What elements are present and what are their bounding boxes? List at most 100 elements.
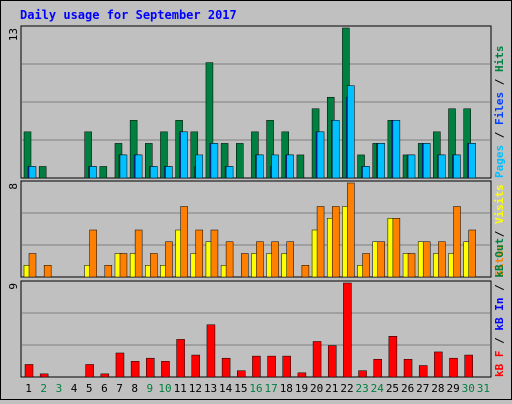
bar-pages-day-26 <box>407 154 416 179</box>
bar-kbf-day-25 <box>388 336 398 378</box>
bar-kbf-day-11 <box>176 339 185 378</box>
day-label-22: 22 <box>340 382 353 395</box>
bar-hits-day-8 <box>129 120 138 179</box>
day-label-1: 1 <box>25 382 32 395</box>
day-label-30: 30 <box>462 382 475 395</box>
bar-pages-day-10 <box>165 166 173 179</box>
y-max-label: 13 <box>7 28 20 41</box>
series-axis-label: Sites / Visits <box>493 184 506 277</box>
bar-kbf-day-19 <box>297 372 307 378</box>
bar-sites-day-11 <box>180 206 188 278</box>
day-label-11: 11 <box>174 382 187 395</box>
day-label-18: 18 <box>280 382 293 395</box>
bar-kbf-day-30 <box>464 354 473 378</box>
day-label-3: 3 <box>56 382 63 395</box>
bar-pages-day-14 <box>225 166 234 179</box>
bar-hits-day-10 <box>160 131 168 179</box>
bar-kbf-day-1 <box>24 364 34 378</box>
bar-hits-day-15 <box>236 143 244 179</box>
bar-kbf-day-27 <box>418 365 428 378</box>
bar-pages-day-7 <box>119 154 128 179</box>
bar-kbf-day-8 <box>130 361 140 378</box>
day-label-31: 31 <box>477 382 490 395</box>
day-label-17: 17 <box>265 382 278 395</box>
bar-pages-day-16 <box>256 154 264 179</box>
bar-pages-day-25 <box>392 120 401 179</box>
bar-pages-day-23 <box>362 166 370 179</box>
bar-kbf-day-17 <box>267 355 276 378</box>
day-label-15: 15 <box>234 382 247 395</box>
bar-sites-day-8 <box>134 229 143 278</box>
day-label-21: 21 <box>325 382 338 395</box>
day-label-10: 10 <box>158 382 171 395</box>
bar-pages-day-20 <box>316 131 325 179</box>
day-label-29: 29 <box>446 382 459 395</box>
day-label-2: 2 <box>40 382 47 395</box>
bar-hits-day-9 <box>145 143 153 179</box>
day-label-7: 7 <box>116 382 123 395</box>
axis-label-part: Sites <box>493 244 506 277</box>
bar-pages-day-27 <box>422 143 431 179</box>
bar-hits-day-1 <box>23 131 32 179</box>
bar-hits-day-19 <box>296 154 305 179</box>
axis-label-part: kB F <box>493 351 506 378</box>
bar-hits-day-13 <box>205 62 214 179</box>
bar-sites-day-30 <box>468 229 476 278</box>
day-label-19: 19 <box>295 382 308 395</box>
bar-pages-day-5 <box>89 166 97 179</box>
bar-pages-day-12 <box>195 154 204 179</box>
bar-kbf-day-18 <box>282 355 291 378</box>
axis-label-part: Visits <box>493 184 506 224</box>
bar-kbf-day-21 <box>327 345 337 378</box>
bar-kbf-day-28 <box>434 351 443 378</box>
bar-sites-day-7 <box>119 253 128 278</box>
axis-label-part: / <box>493 72 506 92</box>
bar-kbf-day-5 <box>85 364 94 378</box>
bar-sites-day-1 <box>28 253 37 278</box>
series-axis-label: Pages / Files / Hits <box>493 46 506 179</box>
bar-pages-day-18 <box>286 154 294 179</box>
y-max-label: 8 <box>7 183 20 190</box>
chart-panels: 13 Pages / Files / Hits 8 Sites / Visits 9 kB… <box>7 25 506 378</box>
bar-sites-day-5 <box>89 229 97 278</box>
bar-kbf-day-24 <box>373 358 382 378</box>
bar-sites-day-19 <box>301 265 310 278</box>
bar-kbf-day-12 <box>191 354 201 378</box>
day-label-12: 12 <box>189 382 202 395</box>
bar-kbf-day-20 <box>312 341 322 378</box>
bar-sites-day-25 <box>392 218 401 278</box>
bar-kbf-day-6 <box>100 373 110 378</box>
axis-label-part: / <box>493 224 506 244</box>
day-label-6: 6 <box>101 382 108 395</box>
day-label-14: 14 <box>219 382 233 395</box>
y-max-label: 9 <box>7 283 20 290</box>
bar-sites-day-21 <box>331 206 340 278</box>
bar-sites-day-2 <box>43 265 52 278</box>
bar-kbf-day-7 <box>115 352 125 378</box>
bar-sites-day-20 <box>316 206 325 278</box>
bar-pages-day-28 <box>438 154 446 179</box>
bar-kbf-day-2 <box>39 373 49 378</box>
bar-hits-day-17 <box>266 120 274 179</box>
day-label-23: 23 <box>356 382 369 395</box>
bar-kbf-day-26 <box>403 358 413 378</box>
axis-label-part: / <box>493 278 506 298</box>
bar-kbf-day-16 <box>252 355 261 378</box>
bar-sites-day-14 <box>225 241 234 278</box>
bar-pages-day-11 <box>180 131 188 179</box>
bar-sites-day-16 <box>256 241 264 278</box>
bar-sites-day-28 <box>438 241 446 278</box>
bar-sites-day-10 <box>165 241 173 278</box>
bar-pages-day-29 <box>453 154 461 179</box>
axis-label-part: / <box>493 331 506 351</box>
bar-kbf-day-10 <box>161 361 170 378</box>
bar-sites-day-18 <box>286 241 294 278</box>
bar-kbf-day-14 <box>221 357 231 378</box>
day-label-27: 27 <box>416 382 429 395</box>
panel-visits-sites: 8 Sites / Visits <box>7 180 506 278</box>
bar-hits-day-14 <box>220 143 229 179</box>
day-label-28: 28 <box>431 382 444 395</box>
bar-kbf-day-13 <box>206 324 216 378</box>
